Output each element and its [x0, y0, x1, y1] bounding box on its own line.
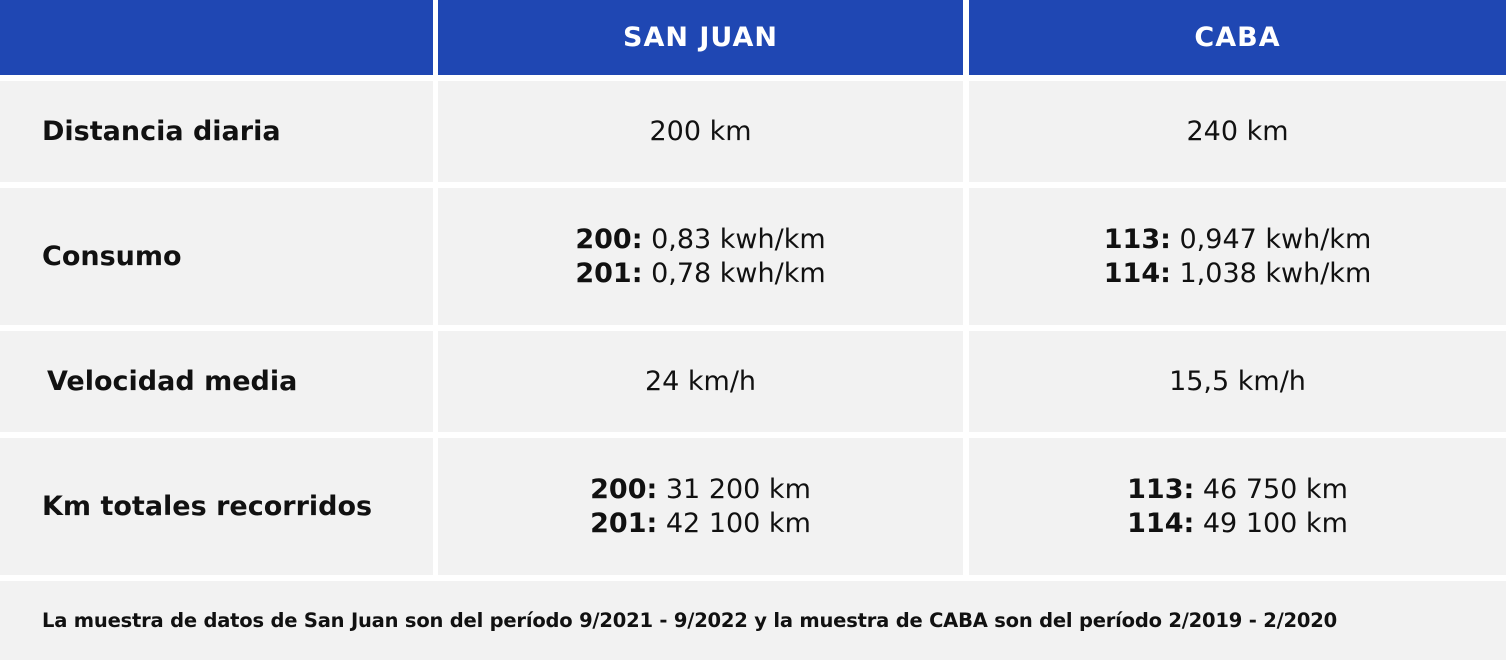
- value-line: 113: 0,947 kwh/km: [1104, 223, 1372, 257]
- vehicle-id: 113:: [1127, 473, 1195, 505]
- value-line: 201: 42 100 km: [590, 507, 811, 541]
- value-line: 240 km: [1186, 115, 1288, 149]
- value-line: 201: 0,78 kwh/km: [575, 257, 825, 291]
- vehicle-id: 201:: [590, 507, 658, 539]
- vehicle-id: 200:: [575, 223, 643, 255]
- value-text: 42 100 km: [657, 507, 811, 539]
- row-label-km-totales: Km totales recorridos: [0, 438, 433, 575]
- value-line: 24 km/h: [645, 365, 756, 399]
- vehicle-id: 200:: [590, 473, 658, 505]
- cell-km-totales-san-juan: 200: 31 200 km 201: 42 100 km: [438, 438, 963, 575]
- header-caba: CABA: [969, 0, 1506, 75]
- value-line: 114: 49 100 km: [1127, 507, 1348, 541]
- value-text: 15,5 km/h: [1169, 365, 1306, 397]
- value-text: 46 750 km: [1194, 473, 1348, 505]
- cell-consumo-caba: 113: 0,947 kwh/km 114: 1,038 kwh/km: [969, 188, 1506, 325]
- cell-velocidad-caba: 15,5 km/h: [969, 331, 1506, 432]
- row-label-distancia: Distancia diaria: [0, 81, 433, 182]
- row-label-velocidad: Velocidad media: [0, 331, 433, 432]
- vehicle-id: 114:: [1103, 257, 1171, 289]
- header-corner-cell: [0, 0, 433, 75]
- cell-distancia-san-juan: 200 km: [438, 81, 963, 182]
- value-line: 15,5 km/h: [1169, 365, 1306, 399]
- value-text: 0,78 kwh/km: [642, 257, 826, 289]
- vehicle-id: 113:: [1103, 223, 1171, 255]
- value-text: 0,947 kwh/km: [1170, 223, 1372, 255]
- value-line: 200 km: [649, 115, 751, 149]
- value-line: 114: 1,038 kwh/km: [1104, 257, 1372, 291]
- vehicle-id: 114:: [1127, 507, 1195, 539]
- value-text: 49 100 km: [1194, 507, 1348, 539]
- header-san-juan: SAN JUAN: [438, 0, 963, 75]
- cell-distancia-caba: 240 km: [969, 81, 1506, 182]
- table-footnote: La muestra de datos de San Juan son del …: [0, 581, 1506, 660]
- value-text: 240 km: [1186, 115, 1289, 147]
- value-line: 113: 46 750 km: [1127, 473, 1348, 507]
- value-text: 1,038 kwh/km: [1170, 257, 1372, 289]
- value-text: 31 200 km: [657, 473, 811, 505]
- value-line: 200: 31 200 km: [590, 473, 811, 507]
- value-line: 200: 0,83 kwh/km: [575, 223, 825, 257]
- value-text: 200 km: [649, 115, 752, 147]
- row-label-consumo: Consumo: [0, 188, 433, 325]
- value-text: 0,83 kwh/km: [642, 223, 826, 255]
- vehicle-id: 201:: [575, 257, 643, 289]
- cell-velocidad-san-juan: 24 km/h: [438, 331, 963, 432]
- cell-consumo-san-juan: 200: 0,83 kwh/km 201: 0,78 kwh/km: [438, 188, 963, 325]
- value-text: 24 km/h: [644, 365, 757, 397]
- cell-km-totales-caba: 113: 46 750 km 114: 49 100 km: [969, 438, 1506, 575]
